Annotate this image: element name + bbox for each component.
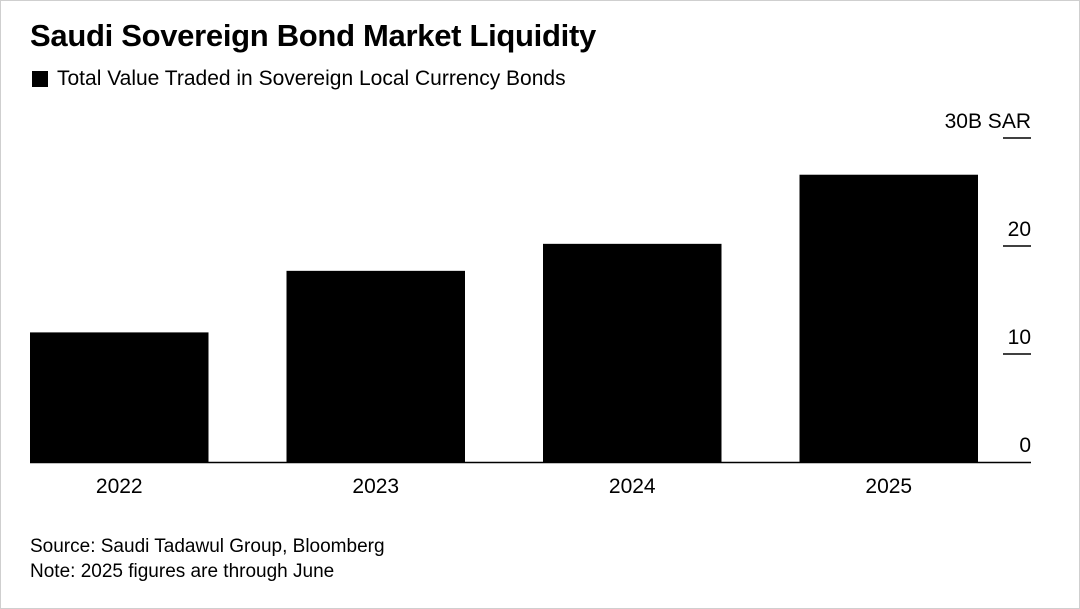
y-tick-label: 20 bbox=[1008, 218, 1031, 241]
x-tick-label: 2024 bbox=[609, 475, 656, 498]
x-tick-label: 2025 bbox=[865, 475, 912, 498]
bar-2024 bbox=[543, 243, 722, 462]
x-tick-label: 2022 bbox=[96, 475, 143, 498]
chart-footer: Source: Saudi Tadawul Group, Bloomberg N… bbox=[30, 534, 385, 584]
note-text: Note: 2025 figures are through June bbox=[30, 561, 335, 582]
bar-2025 bbox=[799, 174, 978, 462]
chart-title: Saudi Sovereign Bond Market Liquidity bbox=[30, 18, 596, 53]
legend: Total Value Traded in Sovereign Local Cu… bbox=[32, 67, 566, 91]
legend-swatch bbox=[32, 71, 48, 87]
x-tick-label: 2023 bbox=[352, 475, 399, 498]
bar-2023 bbox=[286, 270, 465, 462]
source-note: Source: Saudi Tadawul Group, Bloomberg bbox=[30, 536, 385, 557]
legend-label: Total Value Traded in Sovereign Local Cu… bbox=[57, 67, 566, 90]
bar-2022 bbox=[30, 332, 209, 462]
y-tick-label: 10 bbox=[1008, 326, 1031, 349]
y-tick-label: 0 bbox=[1019, 434, 1031, 457]
y-tick-label: 30B SAR bbox=[945, 110, 1031, 133]
